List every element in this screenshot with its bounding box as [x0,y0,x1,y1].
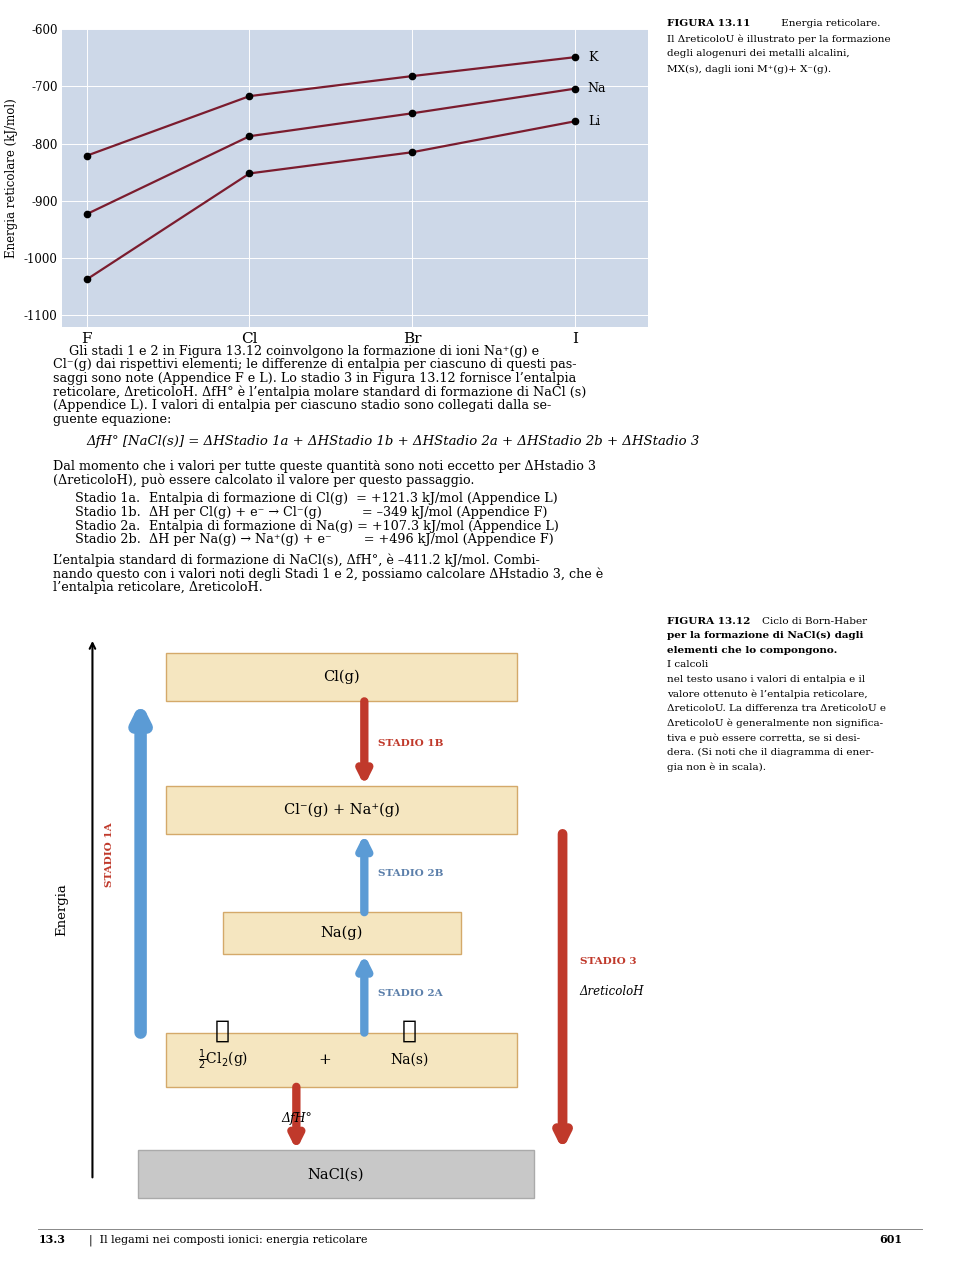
Text: Dal momento che i valori per tutte queste quantità sono noti eccetto per ΔHstadi: Dal momento che i valori per tutte quest… [53,460,596,473]
Text: MX(s), dagli ioni M⁺(g)+ X⁻(g).: MX(s), dagli ioni M⁺(g)+ X⁻(g). [667,65,831,73]
Text: ΔreticoloU. La differenza tra ΔreticoloU e: ΔreticoloU. La differenza tra ΔreticoloU… [667,704,886,713]
Text: tiva e può essere corretta, se si desi-: tiva e può essere corretta, se si desi- [667,734,860,742]
Text: 601: 601 [879,1234,902,1245]
Text: FIGURA 13.11: FIGURA 13.11 [667,19,751,28]
Text: Energia reticolare.: Energia reticolare. [778,19,880,28]
Text: 13.3: 13.3 [38,1234,65,1245]
Text: ΔreticoloU è generalmente non significa-: ΔreticoloU è generalmente non significa- [667,718,883,729]
Text: Entalpia di formazione di Cl(g)  = +121.3 kJ/mol (Appendice L): Entalpia di formazione di Cl(g) = +121.3… [149,493,558,506]
Text: STADIO 2B: STADIO 2B [378,868,444,878]
Text: L’entalpia standard di formazione di NaCl(s), ΔfH°, è –411.2 kJ/mol. Combi-: L’entalpia standard di formazione di NaC… [53,554,540,568]
Text: FIGURA 13.12: FIGURA 13.12 [667,617,755,626]
FancyBboxPatch shape [166,786,517,834]
Text: dera. (Si noti che il diagramma di ener-: dera. (Si noti che il diagramma di ener- [667,748,874,756]
Text: ΔfH°: ΔfH° [281,1112,312,1125]
Text: ΔH per Na(g) → Na⁺(g) + e⁻        = +496 kJ/mol (Appendice F): ΔH per Na(g) → Na⁺(g) + e⁻ = +496 kJ/mol… [149,533,554,546]
Text: guente equazione:: guente equazione: [53,413,171,426]
Text: STADIO 2A: STADIO 2A [378,990,444,998]
Text: degli alogenuri dei metalli alcalini,: degli alogenuri dei metalli alcalini, [667,49,850,58]
Text: NaCl(s): NaCl(s) [308,1167,364,1181]
Text: Cl(g): Cl(g) [324,670,360,684]
Text: Cl⁻(g) + Na⁺(g): Cl⁻(g) + Na⁺(g) [284,802,399,817]
Text: (Appendice L). I valori di entalpia per ciascuno stadio sono collegati dalla se-: (Appendice L). I valori di entalpia per … [53,399,551,412]
FancyBboxPatch shape [166,654,517,702]
Text: Entalpia di formazione di Na(g) = +107.3 kJ/mol (Appendice L): Entalpia di formazione di Na(g) = +107.3… [149,519,559,533]
Text: reticolare, ΔreticoloH. ΔfH° è l’entalpia molare standard di formazione di NaCl : reticolare, ΔreticoloH. ΔfH° è l’entalpi… [53,385,587,399]
Text: Stadio 2a.: Stadio 2a. [75,519,140,533]
Text: saggi sono note (Appendice F e L). Lo stadio 3 in Figura 13.12 fornisce l’entalp: saggi sono note (Appendice F e L). Lo st… [53,372,576,385]
Text: K: K [588,51,597,63]
Text: Na: Na [588,82,607,95]
Text: gia non è in scala).: gia non è in scala). [667,763,766,772]
Text: Ciclo di Born-Haber: Ciclo di Born-Haber [762,617,868,626]
Text: Stadio 2b.: Stadio 2b. [75,533,141,546]
Text: (ΔreticoloH), può essere calcolato il valore per questo passaggio.: (ΔreticoloH), può essere calcolato il va… [53,474,474,487]
Text: Stadio 1a.: Stadio 1a. [75,493,140,506]
FancyBboxPatch shape [166,1033,517,1087]
FancyBboxPatch shape [223,912,461,954]
Text: Na(s): Na(s) [391,1053,429,1067]
Text: l’entalpia reticolare, ΔreticoloH.: l’entalpia reticolare, ΔreticoloH. [53,582,262,594]
Text: nando questo con i valori noti degli Stadi 1 e 2, possiamo calcolare ΔHstadio 3,: nando questo con i valori noti degli Sta… [53,568,603,582]
Text: Na(g): Na(g) [321,926,363,940]
Text: STADIO 3: STADIO 3 [580,958,636,967]
Text: STADIO 1A: STADIO 1A [105,822,114,887]
Text: STADIO 1B: STADIO 1B [378,739,444,748]
Text: ΔfH° [NaCl(s)] = ΔHStadio 1a + ΔHStadio 1b + ΔHStadio 2a + ΔHStadio 2b + ΔHStadi: ΔfH° [NaCl(s)] = ΔHStadio 1a + ΔHStadio … [86,435,700,449]
Text: per la formazione di NaCl(s) dagli: per la formazione di NaCl(s) dagli [667,631,864,640]
Text: I calcoli: I calcoli [667,660,708,669]
Text: nel testo usano i valori di entalpia e il: nel testo usano i valori di entalpia e i… [667,675,865,684]
Text: $\frac{1}{2}$Cl$_2$(g): $\frac{1}{2}$Cl$_2$(g) [198,1048,248,1072]
Text: valore ottenuto è l’entalpia reticolare,: valore ottenuto è l’entalpia reticolare, [667,689,868,699]
FancyBboxPatch shape [138,1150,535,1199]
Y-axis label: Energia reticolare (kJ/mol): Energia reticolare (kJ/mol) [5,98,18,258]
Text: Li: Li [588,115,600,128]
Text: ΔreticoloH: ΔreticoloH [580,986,644,998]
Text: Energia: Energia [55,883,68,935]
Text: Gli stadi 1 e 2 in Figura 13.12 coinvolgono la formazione di ioni Na⁺(g) e: Gli stadi 1 e 2 in Figura 13.12 coinvolg… [53,345,539,357]
Text: |  Il legami nei composti ionici: energia reticolare: | Il legami nei composti ionici: energia… [82,1234,367,1245]
Text: +: + [319,1053,331,1067]
Text: Cl⁻(g) dai rispettivi elementi; le differenze di entalpia per ciascuno di questi: Cl⁻(g) dai rispettivi elementi; le diffe… [53,359,576,371]
Text: ⏞: ⏞ [402,1020,418,1043]
Text: ⏞: ⏞ [215,1020,230,1043]
Text: Il ΔreticoloU è illustrato per la formazione: Il ΔreticoloU è illustrato per la formaz… [667,34,891,43]
Text: Stadio 1b.: Stadio 1b. [75,506,140,519]
Text: elementi che lo compongono.: elementi che lo compongono. [667,646,837,655]
Text: ΔH per Cl(g) + e⁻ → Cl⁻(g)          = –349 kJ/mol (Appendice F): ΔH per Cl(g) + e⁻ → Cl⁻(g) = –349 kJ/mol… [149,506,547,519]
